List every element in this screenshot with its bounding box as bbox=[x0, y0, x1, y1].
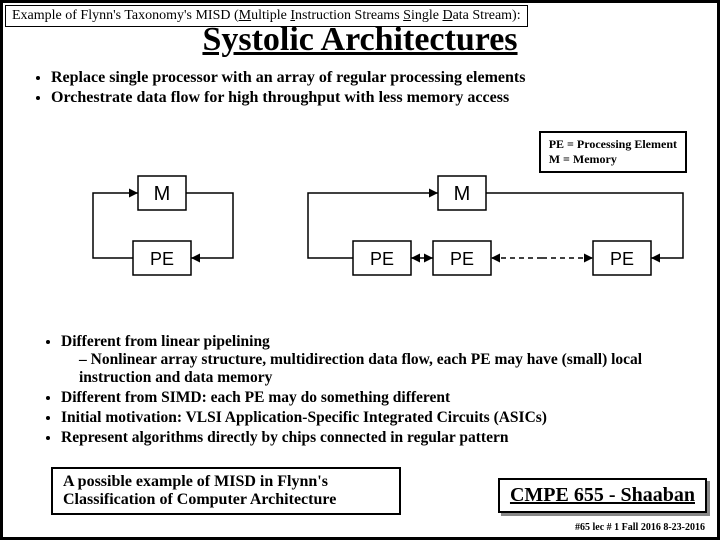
lb-1: Different from linear pipelining Nonline… bbox=[61, 333, 703, 387]
svg-text:M: M bbox=[454, 183, 471, 205]
bottom-right-box: CMPE 655 - Shaaban bbox=[498, 478, 707, 513]
hdr-prefix: Example of Flynn's Taxonomy's MISD ( bbox=[12, 8, 239, 23]
lb-1-sub: Nonlinear array structure, multidirectio… bbox=[79, 351, 703, 387]
svg-text:PE: PE bbox=[610, 249, 634, 269]
legend-line-2: M = Memory bbox=[549, 152, 677, 167]
svg-text:PE: PE bbox=[450, 249, 474, 269]
lb-1-sub-1: Nonlinear array structure, multidirectio… bbox=[79, 351, 703, 387]
systolic-diagram: M PE M PE PE PE bbox=[33, 171, 693, 311]
top-bullet-2: Orchestrate data flow for high throughpu… bbox=[51, 89, 703, 107]
svg-text:M: M bbox=[154, 183, 171, 205]
top-bullet-1: Replace single processor with an array o… bbox=[51, 69, 703, 87]
lb-3: Initial motivation: VLSI Application-Spe… bbox=[61, 409, 703, 427]
lower-bullets: Different from linear pipelining Nonline… bbox=[33, 333, 703, 449]
svg-text:PE: PE bbox=[370, 249, 394, 269]
lb-1-text: Different from linear pipelining bbox=[61, 333, 270, 350]
legend-line-1: PE = Processing Element bbox=[549, 137, 677, 152]
lb-2: Different from SIMD: each PE may do some… bbox=[61, 389, 703, 407]
lb-4: Represent algorithms directly by chips c… bbox=[61, 429, 703, 447]
footer-note: #65 lec # 1 Fall 2016 8-23-2016 bbox=[575, 522, 705, 533]
hdr-m-rest: ultiple bbox=[251, 8, 290, 23]
hdr-m: M bbox=[239, 8, 251, 23]
hdr-s: S bbox=[403, 8, 411, 23]
legend-box: PE = Processing Element M = Memory bbox=[539, 131, 687, 173]
hdr-s-rest: ingle bbox=[411, 8, 443, 23]
header-box: Example of Flynn's Taxonomy's MISD (Mult… bbox=[5, 5, 528, 27]
hdr-d: D bbox=[442, 8, 452, 23]
hdr-i-rest: nstruction Streams bbox=[295, 8, 403, 23]
bottom-left-box: A possible example of MISD in Flynn's Cl… bbox=[51, 467, 401, 515]
svg-text:PE: PE bbox=[150, 249, 174, 269]
top-bullets: Replace single processor with an array o… bbox=[33, 69, 703, 109]
hdr-d-rest: ata Stream): bbox=[453, 8, 521, 23]
